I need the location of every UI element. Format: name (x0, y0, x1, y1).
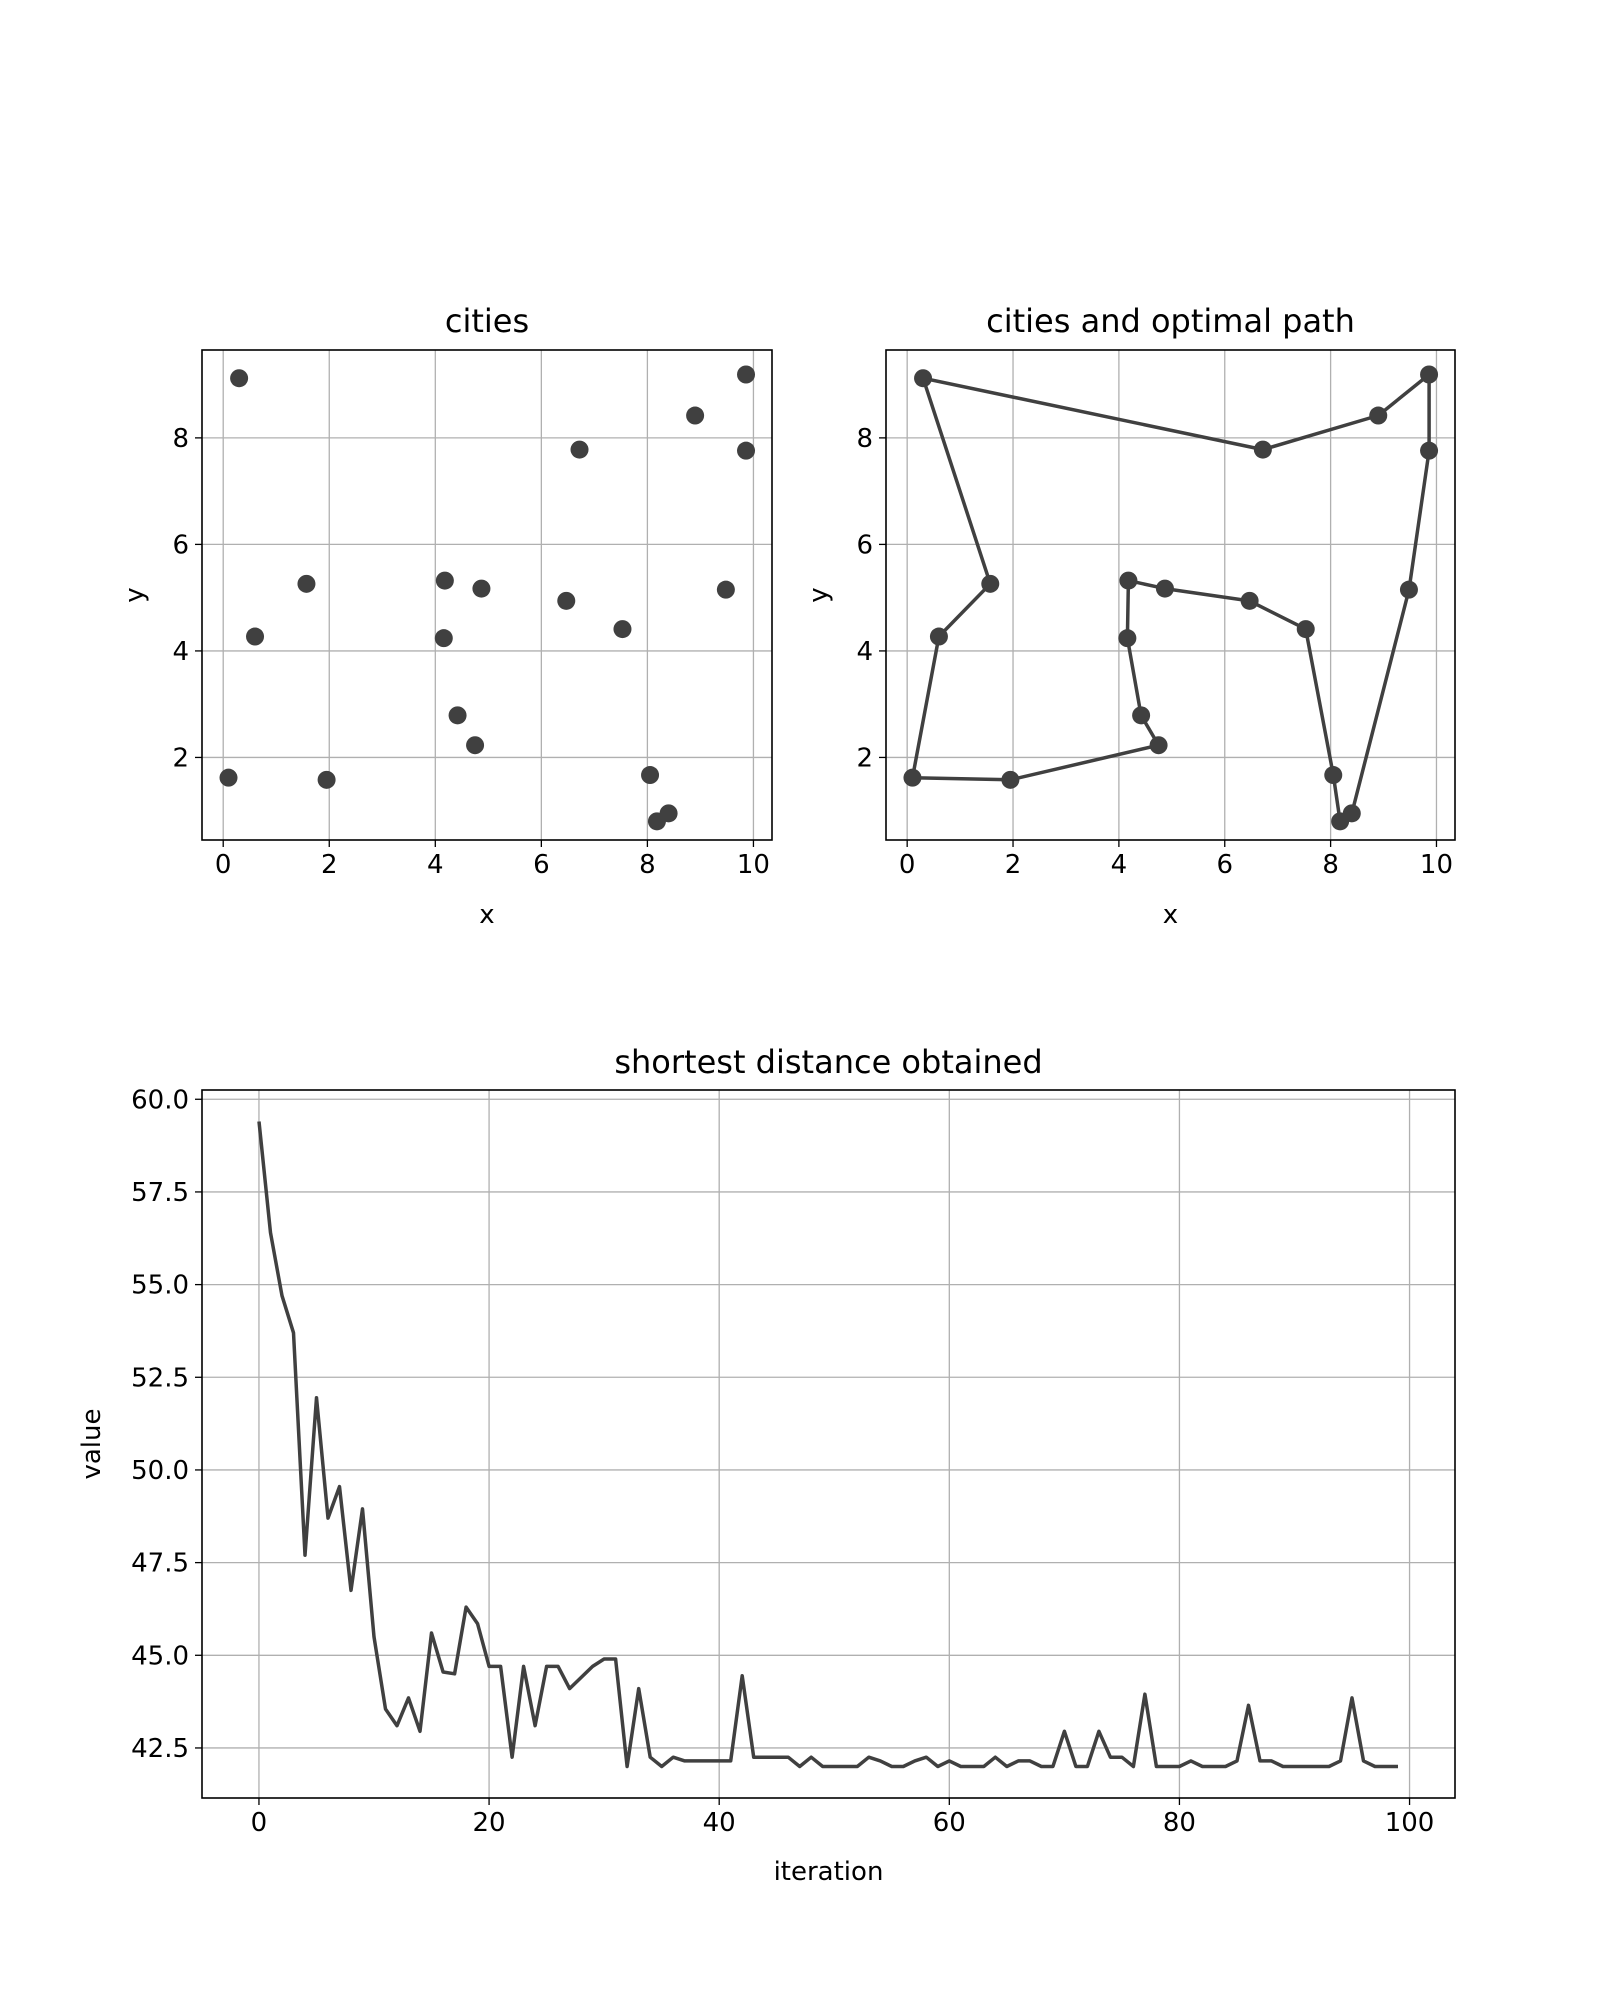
path-point (1119, 571, 1138, 590)
x-tick-label: 10 (1420, 850, 1453, 880)
x-axis-label: x (1163, 900, 1178, 930)
y-tick-label: 57.5 (131, 1178, 189, 1208)
path-point (914, 369, 933, 388)
x-tick-label: 2 (321, 850, 338, 880)
axes-frame (201, 1089, 1456, 1799)
city-point (737, 441, 756, 460)
path-point (903, 768, 922, 787)
y-tick-label: 4 (172, 637, 189, 667)
x-tick-label: 6 (1216, 850, 1233, 880)
x-tick-label: 60 (933, 1808, 966, 1838)
y-tick-label: 50.0 (131, 1456, 189, 1486)
path-point (1240, 591, 1259, 610)
path-point (1132, 706, 1151, 725)
y-tick-label: 4 (856, 637, 873, 667)
series-line (257, 1121, 1398, 1769)
city-point (435, 571, 454, 590)
axes-frame (201, 349, 773, 841)
chart-1: 0 2 4 6 8 10 2 4 6 8 cities and optimal path x y (804, 302, 1456, 930)
city-point (434, 629, 453, 648)
x-tick-label: 4 (427, 850, 444, 880)
x-tick-label: 2 (1005, 850, 1022, 880)
x-tick-label: 100 (1385, 1808, 1435, 1838)
city-point (317, 770, 336, 789)
y-tick-label: 47.5 (131, 1549, 189, 1579)
city-point (613, 620, 632, 639)
y-tick-label: 42.5 (131, 1734, 189, 1764)
path-point (1155, 579, 1174, 598)
city-point (570, 440, 589, 459)
path-point (1331, 812, 1350, 831)
path-point (929, 627, 948, 646)
x-axis-label: iteration (774, 1857, 884, 1887)
city-point (716, 580, 735, 599)
path-point (1324, 766, 1343, 785)
y-tick-label: 8 (172, 424, 189, 454)
path-point (1420, 441, 1439, 460)
y-tick-label: 2 (172, 743, 189, 773)
path-point (1001, 770, 1020, 789)
y-tick-label: 2 (856, 743, 873, 773)
chart-title: cities and optimal path (986, 302, 1355, 340)
x-axis-label: x (479, 900, 494, 930)
city-point (297, 574, 316, 593)
city-point (686, 406, 705, 425)
path-point (1296, 620, 1315, 639)
x-tick-label: 4 (1111, 850, 1128, 880)
path-point (1369, 406, 1388, 425)
path-point (1420, 365, 1439, 384)
path-point (1118, 629, 1137, 648)
city-point (230, 369, 249, 388)
axes-frame (885, 349, 1456, 841)
y-tick-label: 55.0 (131, 1271, 189, 1301)
city-point (246, 627, 265, 646)
path-line (910, 372, 1431, 824)
y-tick-label: 8 (856, 424, 873, 454)
city-point (641, 766, 660, 785)
city-point (472, 579, 491, 598)
x-tick-label: 0 (215, 850, 232, 880)
chart-title: shortest distance obtained (614, 1043, 1042, 1081)
y-tick-label: 52.5 (131, 1363, 189, 1393)
city-point (737, 365, 756, 384)
y-tick-label: 6 (172, 530, 189, 560)
y-tick-label: 45.0 (131, 1641, 189, 1671)
y-axis-label: value (77, 1408, 107, 1479)
city-point (647, 812, 666, 831)
y-axis-label: y (804, 587, 834, 602)
x-tick-label: 10 (737, 850, 770, 880)
city-point (448, 706, 467, 725)
path-point (1149, 736, 1168, 755)
chart-title: cities (445, 302, 529, 340)
city-point (557, 591, 576, 610)
x-tick-label: 0 (251, 1808, 268, 1838)
y-tick-label: 60.0 (131, 1085, 189, 1115)
path-point (981, 574, 1000, 593)
x-tick-label: 6 (533, 850, 550, 880)
y-axis-label: y (120, 587, 150, 602)
chart-2: 0 20 40 60 80 100 42.5 45.0 47.5 50.0 52.5 55.0 57.5… (77, 1043, 1456, 1887)
y-tick-label: 6 (856, 530, 873, 560)
x-tick-label: 0 (899, 850, 916, 880)
chart-0: 0 2 4 6 8 10 2 4 6 8 cities x y (120, 302, 773, 930)
x-tick-label: 20 (473, 1808, 506, 1838)
x-tick-label: 8 (639, 850, 656, 880)
x-tick-label: 8 (1322, 850, 1339, 880)
path-point (1399, 580, 1418, 599)
city-point (466, 736, 485, 755)
x-tick-label: 80 (1163, 1808, 1196, 1838)
x-tick-label: 40 (703, 1808, 736, 1838)
city-point (219, 768, 238, 787)
path-point (1253, 440, 1272, 459)
